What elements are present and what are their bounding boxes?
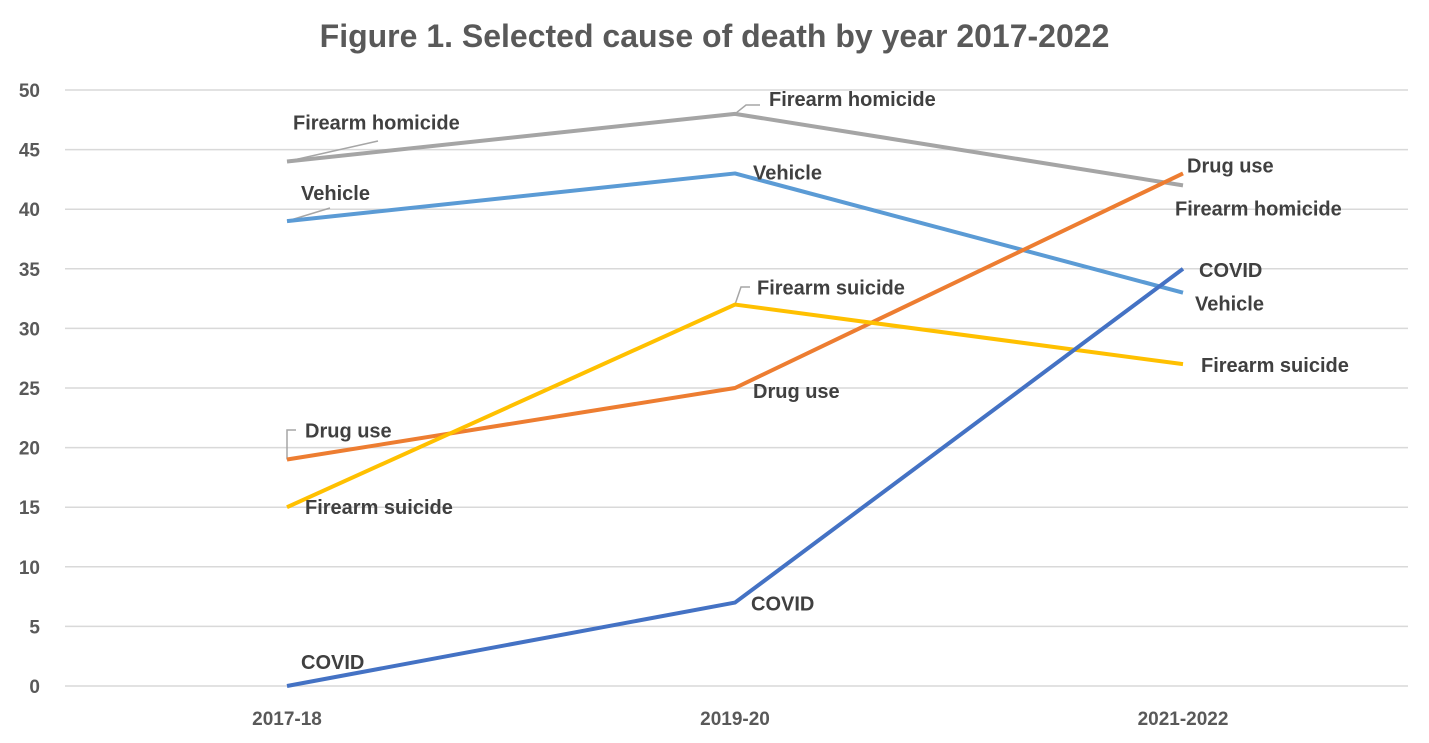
- data-label-vehicle: Vehicle: [753, 162, 822, 184]
- y-tick-label: 50: [19, 81, 40, 102]
- y-tick-label: 35: [19, 260, 41, 281]
- leader-line-firearm-homicide: [734, 104, 760, 115]
- data-label-drug-use: Drug use: [305, 421, 392, 443]
- data-label-vehicle: Vehicle: [1195, 294, 1264, 316]
- y-tick-label: 30: [19, 319, 40, 340]
- x-tick-label: 2021-2022: [1138, 709, 1229, 730]
- data-label-firearm-homicide: Firearm homicide: [769, 89, 936, 111]
- y-tick-label: 5: [29, 617, 40, 638]
- x-tick-label: 2017-18: [252, 709, 322, 730]
- y-tick-label: 45: [19, 141, 41, 162]
- y-axis-ticks: 0 5 10 15 20 25 30 35 40 45 50: [19, 81, 41, 698]
- series-line-drug-use: [286, 171, 1184, 462]
- y-tick-label: 40: [19, 200, 40, 221]
- series-line-vehicle: [286, 171, 1184, 295]
- data-label-firearm-suicide: Firearm suicide: [757, 278, 905, 300]
- data-labels: Firearm homicide Firearm homicide Firearm …: [293, 89, 1349, 674]
- series-line-covid: [286, 267, 1185, 688]
- y-tick-label: 25: [19, 379, 41, 400]
- y-tick-label: 10: [19, 558, 40, 579]
- leader-line-drug-use: [286, 429, 296, 460]
- data-label-firearm-suicide: Firearm suicide: [305, 497, 453, 519]
- data-label-firearm-homicide: Firearm homicide: [293, 113, 460, 135]
- data-label-covid: COVID: [1199, 260, 1262, 282]
- series-line-firearm-suicide: [286, 302, 1184, 510]
- y-tick-label: 0: [29, 677, 40, 698]
- x-axis-ticks: 2017-18 2019-20 2021-2022: [252, 709, 1228, 730]
- data-label-firearm-suicide: Firearm suicide: [1201, 355, 1349, 377]
- data-label-firearm-homicide: Firearm homicide: [1175, 198, 1342, 220]
- data-label-covid: COVID: [301, 652, 364, 674]
- data-label-drug-use: Drug use: [753, 381, 840, 403]
- gridlines: [65, 89, 1408, 687]
- data-label-vehicle: Vehicle: [301, 183, 370, 205]
- label-leader-lines: [286, 104, 760, 460]
- y-tick-label: 20: [19, 439, 40, 460]
- y-tick-label: 15: [19, 498, 41, 519]
- data-label-drug-use: Drug use: [1187, 155, 1274, 177]
- series-lines: [286, 111, 1185, 688]
- leader-line-firearm-suicide: [734, 286, 750, 305]
- x-tick-label: 2019-20: [700, 709, 770, 730]
- chart-title: Figure 1. Selected cause of death by yea…: [319, 18, 1110, 54]
- data-label-covid: COVID: [751, 594, 814, 616]
- series-line-firearm-homicide: [286, 111, 1184, 188]
